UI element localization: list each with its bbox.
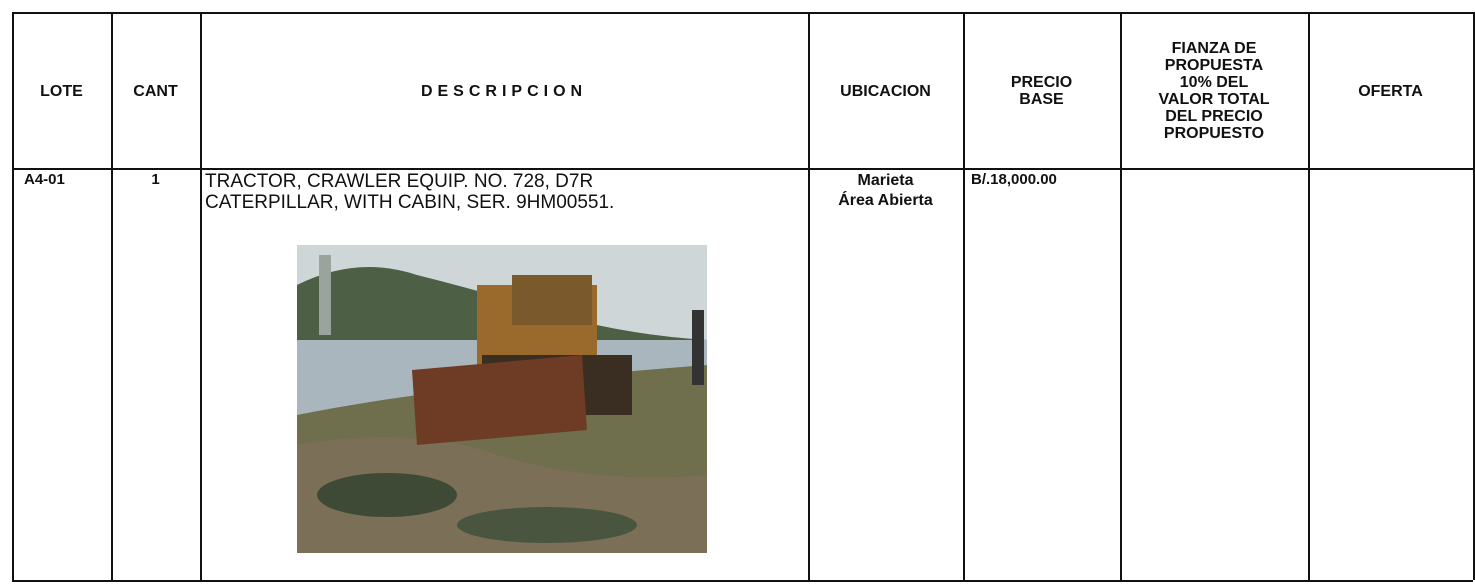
header-cell: LOTE [12, 14, 111, 168]
data-cell: A4-01 [24, 171, 65, 188]
data-cell: B/.18,000.00 [971, 171, 1057, 188]
header-cell: CANT [111, 14, 200, 168]
tractor-photo [297, 245, 707, 553]
column-border [12, 12, 14, 580]
cell-text: PRECIO [1010, 74, 1073, 91]
cell-text: FIANZA DE [1171, 40, 1257, 57]
header-cell: FIANZA DE PROPUESTA 10% DEL VALOR TOTAL DEL … [1120, 14, 1308, 168]
cell-text: BASE [1019, 91, 1064, 108]
column-border [1473, 12, 1475, 580]
column-border [808, 12, 810, 580]
column-border [200, 12, 202, 580]
cell-text: OFERTA [1358, 82, 1423, 100]
cell-text: PROPUESTO [1163, 125, 1265, 142]
header-cell: DESCRIPCION [200, 14, 808, 168]
cell-text: Área Abierta [838, 192, 933, 209]
column-border [1308, 12, 1310, 580]
column-border [1120, 12, 1122, 580]
column-border [111, 12, 113, 580]
cell-text: Marieta [857, 172, 914, 189]
cell-text: CATERPILLAR, WITH CABIN, SER. 9HM00551. [205, 192, 615, 213]
data-cell: 1 [111, 171, 200, 188]
cell-text: A4-01 [24, 171, 65, 188]
table-border [12, 12, 1475, 14]
cell-text: TRACTOR, CRAWLER EQUIP. NO. 728, D7R [205, 171, 594, 192]
table-border [12, 168, 1473, 170]
cell-text: 10% DEL [1179, 74, 1249, 91]
cell-text: PROPUESTA [1164, 57, 1264, 74]
cell-text: LOTE [40, 82, 83, 100]
header-cell: UBICACION [808, 14, 963, 168]
data-cell: Marieta Área Abierta [808, 171, 963, 211]
cell-text: DESCRIPCION [420, 82, 588, 100]
header-cell: PRECIO BASE [963, 14, 1120, 168]
column-border [963, 12, 965, 580]
data-cell: TRACTOR, CRAWLER EQUIP. NO. 728, D7R CATE… [205, 171, 614, 213]
table-border [12, 580, 1473, 582]
cell-text: 1 [151, 171, 160, 188]
cell-text: B/.18,000.00 [971, 171, 1057, 188]
cell-text: UBICACION [840, 82, 931, 100]
cell-text: CANT [133, 82, 178, 100]
cell-text: DEL PRECIO [1165, 108, 1263, 125]
cell-text: VALOR TOTAL [1158, 91, 1270, 108]
header-cell: OFERTA [1308, 14, 1473, 168]
